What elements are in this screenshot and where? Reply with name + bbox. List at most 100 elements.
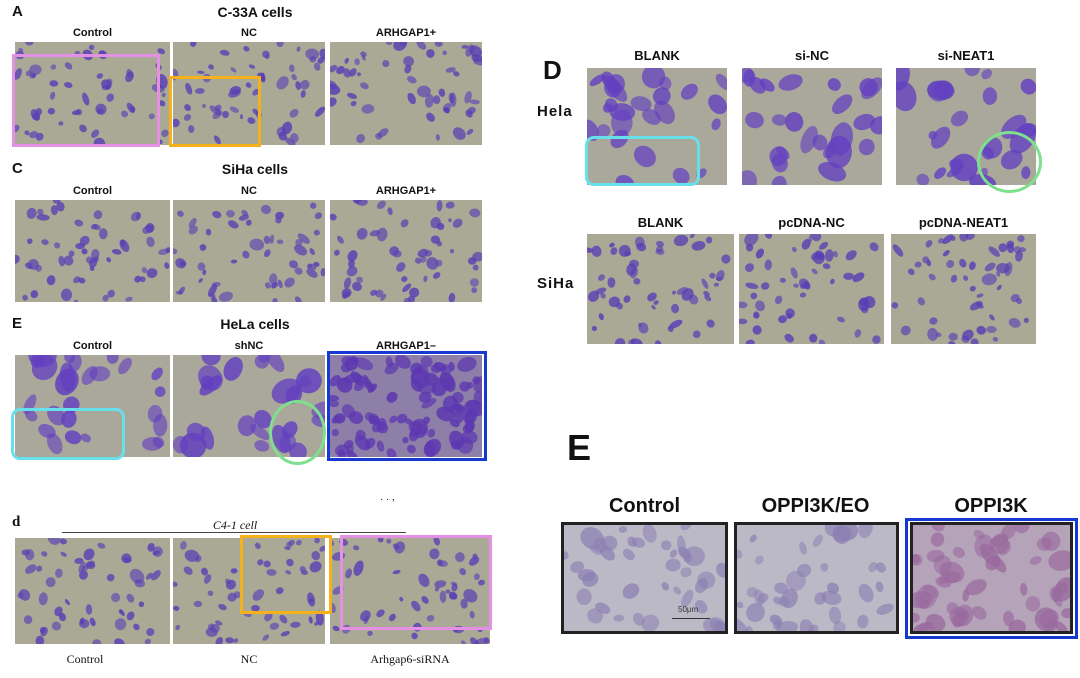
stained-cell (989, 314, 995, 321)
stained-cell (448, 430, 465, 449)
stained-cell (290, 621, 301, 628)
stained-cell (591, 325, 598, 332)
stained-cell (105, 84, 111, 90)
stained-cell (314, 212, 323, 220)
stained-cell (627, 536, 637, 547)
stained-cell (336, 66, 345, 75)
stained-cell (418, 573, 430, 587)
stained-cell (564, 551, 569, 560)
stained-cell (79, 235, 90, 246)
stained-cell (870, 116, 882, 135)
stained-cell (745, 243, 754, 252)
stained-cell (949, 158, 964, 170)
stained-cell (49, 91, 56, 100)
stained-cell (694, 599, 708, 614)
stained-cell (744, 263, 755, 273)
stained-cell (845, 250, 857, 261)
stained-cell (656, 245, 664, 253)
stained-cell (29, 73, 36, 79)
stained-cell (818, 339, 826, 344)
stained-cell (942, 234, 954, 245)
stained-cell (30, 355, 45, 368)
col-label-si-neat1: si-NEAT1 (937, 48, 995, 63)
stained-cell (463, 589, 478, 603)
stained-cell (764, 259, 772, 271)
stained-cell (798, 278, 810, 289)
stained-cell (202, 103, 206, 108)
stained-cell (970, 338, 979, 344)
stained-cell (252, 589, 265, 601)
stained-cell (587, 247, 593, 253)
stained-cell (313, 621, 320, 626)
stained-cell (295, 81, 302, 90)
stained-cell (715, 276, 723, 281)
stained-cell (981, 68, 992, 80)
stained-cell (79, 570, 88, 580)
micrograph-c41-control (15, 538, 170, 644)
stained-cell (591, 245, 602, 257)
stained-cell (106, 257, 112, 263)
stained-cell (472, 264, 479, 271)
stained-cell (669, 319, 683, 329)
stained-cell (24, 549, 35, 561)
stained-cell (824, 249, 834, 262)
cyan-highlight-box-right-hela (585, 136, 700, 186)
stained-cell (188, 225, 198, 235)
stained-cell (695, 578, 708, 594)
stained-cell (746, 602, 765, 623)
panel-a-label-control: Control (72, 27, 113, 39)
panel-c-title: SiHa cells (221, 161, 289, 177)
stained-cell (354, 200, 368, 206)
stained-cell (570, 561, 585, 573)
micrograph-c33a-nc (173, 42, 325, 145)
stained-cell (822, 263, 831, 270)
stained-cell (950, 274, 958, 283)
stained-cell (859, 78, 878, 97)
stained-cell (992, 336, 999, 342)
stained-cell (454, 552, 465, 562)
stained-cell (669, 549, 678, 558)
stained-cell (35, 635, 45, 644)
stained-cell (749, 534, 757, 543)
panel-e-left-label-arhgap1-minus: ARHGAP1– (376, 340, 436, 352)
cell-texture (173, 42, 325, 145)
stained-cell (464, 91, 472, 104)
stained-cell (336, 235, 344, 244)
stained-cell (230, 259, 238, 264)
stained-cell (750, 292, 758, 300)
stained-cell (745, 625, 754, 631)
stained-cell (872, 335, 881, 344)
stained-cell (289, 260, 298, 269)
stained-cell (222, 110, 229, 119)
panel-e-right-label-oppi3k-eo: OPPI3K/EO (761, 495, 870, 517)
stained-cell (242, 250, 250, 259)
stained-cell (202, 269, 207, 276)
stained-cell (452, 218, 463, 228)
stained-cell (27, 238, 33, 244)
stained-cell (1020, 78, 1036, 95)
stained-cell (984, 262, 996, 272)
stained-cell (375, 133, 383, 140)
micrograph-hela-arhgap1-minus (330, 355, 482, 457)
stained-cell (352, 545, 360, 551)
stained-cell (64, 355, 75, 363)
stained-cell (130, 211, 142, 222)
stained-cell (173, 605, 180, 611)
stained-cell (61, 288, 72, 302)
stained-cell (333, 413, 346, 424)
stained-cell (439, 371, 456, 392)
cell-texture (737, 525, 894, 631)
stained-cell (466, 128, 474, 135)
stained-cell (852, 272, 865, 283)
stained-cell (769, 614, 783, 626)
stained-cell (330, 97, 337, 107)
stained-cell (346, 444, 354, 453)
stained-cell (262, 634, 270, 641)
panel-d-lower-letter: d (12, 514, 21, 530)
stained-cell (314, 106, 325, 117)
stained-cell (212, 210, 222, 219)
stained-cell (118, 357, 132, 375)
stained-cell (608, 296, 621, 308)
stained-cell (400, 219, 409, 228)
micrograph-c33a-arhgap1 (330, 42, 482, 145)
